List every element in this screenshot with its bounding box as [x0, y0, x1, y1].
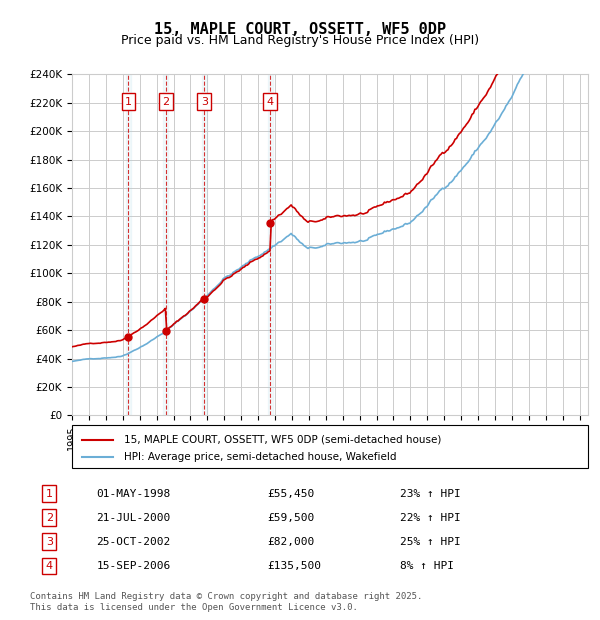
Text: 22% ↑ HPI: 22% ↑ HPI	[400, 513, 461, 523]
Text: 1: 1	[46, 489, 53, 498]
Text: 23% ↑ HPI: 23% ↑ HPI	[400, 489, 461, 498]
Text: 25-OCT-2002: 25-OCT-2002	[96, 537, 170, 547]
Text: Price paid vs. HM Land Registry's House Price Index (HPI): Price paid vs. HM Land Registry's House …	[121, 34, 479, 47]
Text: Contains HM Land Registry data © Crown copyright and database right 2025.
This d: Contains HM Land Registry data © Crown c…	[30, 592, 422, 611]
Text: 15, MAPLE COURT, OSSETT, WF5 0DP: 15, MAPLE COURT, OSSETT, WF5 0DP	[154, 22, 446, 37]
Text: 4: 4	[46, 561, 53, 571]
Text: 4: 4	[266, 97, 274, 107]
Bar	[268, 74, 272, 415]
Text: 1: 1	[125, 97, 132, 107]
Text: £59,500: £59,500	[268, 513, 314, 523]
Text: HPI: Average price, semi-detached house, Wakefield: HPI: Average price, semi-detached house,…	[124, 452, 396, 463]
Text: 2: 2	[46, 513, 53, 523]
Text: 3: 3	[46, 537, 53, 547]
Bar	[163, 74, 169, 415]
Bar	[202, 74, 207, 415]
Text: 01-MAY-1998: 01-MAY-1998	[96, 489, 170, 498]
FancyBboxPatch shape	[72, 425, 588, 468]
Text: £82,000: £82,000	[268, 537, 314, 547]
Text: 21-JUL-2000: 21-JUL-2000	[96, 513, 170, 523]
Text: 3: 3	[201, 97, 208, 107]
Text: 15, MAPLE COURT, OSSETT, WF5 0DP (semi-detached house): 15, MAPLE COURT, OSSETT, WF5 0DP (semi-d…	[124, 435, 441, 445]
Text: 2: 2	[163, 97, 169, 107]
Bar	[126, 74, 131, 415]
Text: £135,500: £135,500	[268, 561, 322, 571]
Text: 15-SEP-2006: 15-SEP-2006	[96, 561, 170, 571]
Text: £55,450: £55,450	[268, 489, 314, 498]
Text: 8% ↑ HPI: 8% ↑ HPI	[400, 561, 454, 571]
Text: 25% ↑ HPI: 25% ↑ HPI	[400, 537, 461, 547]
